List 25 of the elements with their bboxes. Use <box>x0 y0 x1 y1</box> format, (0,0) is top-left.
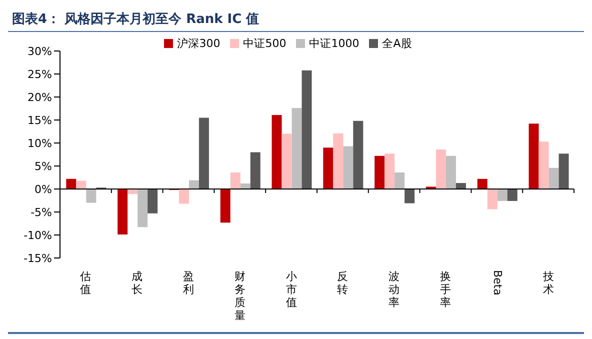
legend-label: 中证500 <box>243 37 286 50</box>
x-tick-label: 波动率 <box>388 270 400 309</box>
x-tick-label: 小市值 <box>286 270 297 309</box>
y-tick-label: -15% <box>24 252 52 265</box>
x-tick-label: 估值 <box>80 270 92 296</box>
x-tick-label: 盈利 <box>183 270 194 296</box>
legend-label: 中证1000 <box>309 37 360 50</box>
y-tick-label: 15% <box>28 114 52 127</box>
x-tick-label: 换手率 <box>440 270 451 309</box>
y-tick-label: 25% <box>28 68 52 81</box>
y-tick-label: -5% <box>30 206 52 219</box>
y-tick-label: -10% <box>24 228 52 242</box>
x-tick-label: 反转 <box>337 270 348 296</box>
chart-title: 图表4： 风格因子本月初至今 Rank IC 值 <box>8 8 584 32</box>
legend-label: 全A股 <box>382 37 412 50</box>
y-tick-label: 10% <box>28 136 52 150</box>
x-tick-label: 财务质量 <box>234 270 246 322</box>
x-tick-label: Beta <box>490 270 504 296</box>
y-tick-label: 0% <box>34 182 52 196</box>
y-tick-label: 20% <box>28 90 52 104</box>
y-tick-label: 5% <box>34 160 52 173</box>
x-tick-label: 技术 <box>542 270 554 296</box>
y-tick-label: 30% <box>28 44 52 58</box>
x-tick-label: 成长 <box>132 270 143 296</box>
legend-label: 沪深300 <box>177 37 220 50</box>
